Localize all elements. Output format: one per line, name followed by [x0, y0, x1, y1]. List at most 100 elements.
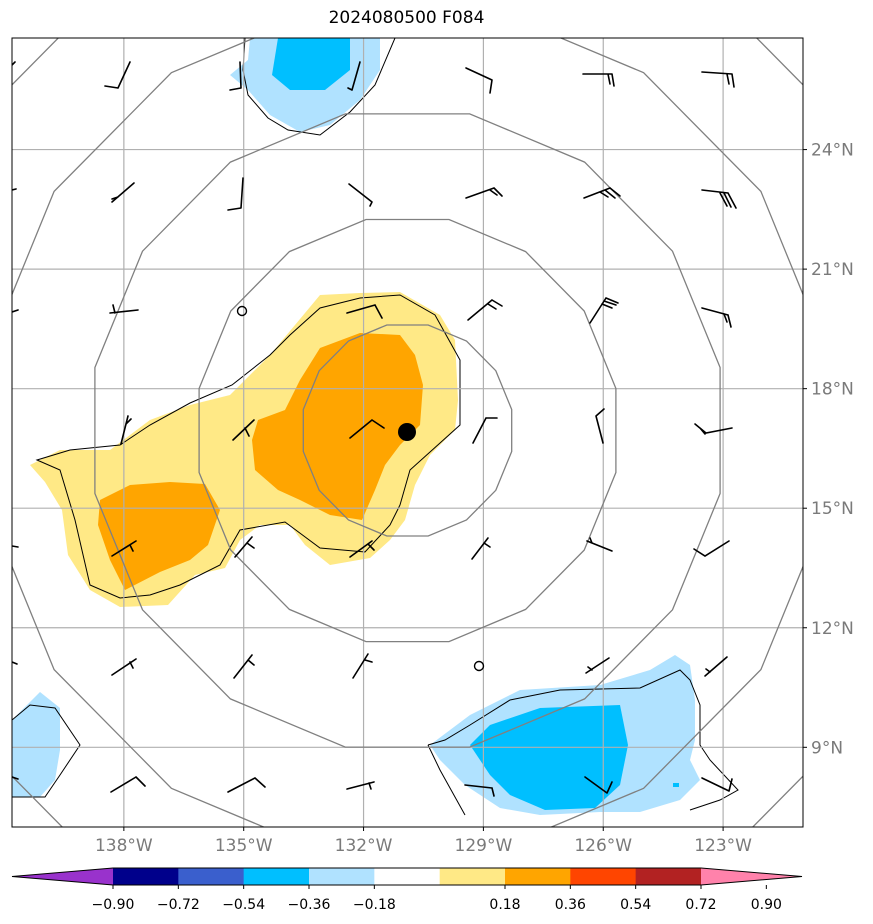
- colorbar-extend-low: [12, 868, 113, 885]
- wind-barb: [227, 777, 266, 793]
- colorbar-segment: [570, 868, 637, 885]
- colorbar-tick-label: −0.90: [92, 897, 135, 913]
- lon-tick-label: 129°W: [455, 836, 513, 856]
- wind-barb: [465, 67, 493, 94]
- colorbar-tick-label: 0.90: [751, 897, 782, 913]
- contour-lines: [12, 38, 739, 816]
- contour-center: [35, 294, 461, 599]
- wind-calm-marker: [236, 305, 248, 317]
- wind-barb: [233, 654, 255, 679]
- negative-mid-top: [272, 38, 350, 90]
- wind-barb: [586, 537, 613, 552]
- wind-barb: [472, 417, 498, 444]
- contour-bottom-right: [427, 669, 739, 811]
- range-ring: [198, 218, 617, 643]
- wind-barb: [701, 71, 735, 88]
- colorbar-tick-label: −0.54: [222, 897, 265, 913]
- lon-tick-label: 135°W: [215, 836, 273, 856]
- wind-barb: [582, 73, 615, 87]
- colorbar-segment: [635, 868, 702, 885]
- shaded-anomaly-fields: [12, 38, 700, 815]
- contour-bottom-left: [12, 704, 81, 798]
- negative-mid-bottom-right: [470, 705, 628, 810]
- colorbar-segment: [309, 868, 375, 885]
- wind-barb: [589, 297, 619, 324]
- wind-barb: [12, 661, 18, 665]
- colorbar-tick-label: 0.72: [685, 897, 716, 913]
- range-ring: [302, 324, 513, 537]
- lon-tick-label: 132°W: [335, 836, 393, 856]
- wind-calm-marker: [473, 660, 485, 672]
- colorbar-segment: [505, 868, 571, 885]
- colorbar-tick-label: −0.36: [288, 897, 331, 913]
- longitude-axis: 138°W 135°W 132°W 129°W 126°W 123°W: [95, 827, 752, 856]
- range-ring: [12, 38, 803, 827]
- colorbar-tick-label: −0.72: [157, 897, 200, 913]
- wind-barb: [12, 776, 19, 780]
- lon-tick-label: 123°W: [694, 836, 752, 856]
- lat-tick-label: 9°N: [811, 738, 843, 758]
- storm-center-marker: [398, 423, 416, 441]
- wind-barb: [12, 309, 19, 313]
- map-title: 2024080500 F084: [328, 8, 485, 28]
- wind-barb: [227, 177, 244, 211]
- wind-barb: [104, 61, 131, 89]
- colorbar-segment: [243, 868, 310, 885]
- lat-tick-label: 15°N: [811, 499, 854, 519]
- wind-barb: [109, 304, 139, 314]
- wind-barb: [701, 307, 732, 328]
- wind-barb: [704, 656, 728, 677]
- wind-barb: [471, 537, 491, 560]
- latitude-axis: 24°N 21°N 18°N 15°N 12°N 9°N: [803, 141, 854, 758]
- colorbar-tick-label: −0.18: [353, 897, 396, 913]
- wind-barb: [111, 658, 137, 676]
- lat-tick-label: 21°N: [811, 260, 854, 280]
- wind-barb: [12, 188, 17, 191]
- positive-mid-west: [98, 482, 220, 590]
- negative-light-bottom-left: [12, 692, 60, 797]
- colorbar-extend-high: [701, 868, 802, 885]
- plot-frame: [11, 37, 804, 828]
- colorbar-tick-label: 0.54: [620, 897, 651, 913]
- wind-barb: [111, 182, 135, 203]
- wind-barb: [111, 540, 137, 557]
- wind-barb: [346, 781, 375, 790]
- wind-barb: [120, 415, 132, 445]
- wind-barb: [701, 777, 733, 792]
- wind-barb: [234, 536, 255, 558]
- lon-tick-label: 138°W: [95, 836, 153, 856]
- wind-barb: [584, 776, 613, 794]
- wind-barb: [585, 657, 610, 674]
- contour-top: [242, 38, 396, 136]
- positive-mid-center: [252, 333, 423, 520]
- colorbar-segment: [439, 868, 506, 885]
- lat-tick-label: 18°N: [811, 380, 854, 400]
- colorbar-tick-label: 0.36: [555, 897, 586, 913]
- wind-barb: [583, 187, 621, 199]
- colorbar-segment: [178, 868, 245, 885]
- wind-barb: [464, 784, 495, 797]
- negative-tiny-spot: [673, 783, 679, 787]
- colorbar-segment: [374, 868, 441, 885]
- wind-barb: [346, 304, 383, 319]
- wind-barbs: [12, 61, 737, 797]
- wind-barb: [701, 189, 737, 209]
- contour-bottom-right-2: [427, 744, 466, 816]
- wind-barb: [595, 408, 605, 444]
- wind-barb: [694, 423, 733, 435]
- wind-barb: [347, 61, 361, 91]
- wind-barb: [467, 299, 503, 321]
- wind-barb: [349, 419, 385, 439]
- lat-tick-label: 12°N: [811, 619, 854, 639]
- lat-tick-label: 24°N: [811, 141, 854, 161]
- colorbar: −0.90 −0.72 −0.54 −0.36 −0.18 0.18 0.36 0.54 0.7…: [11, 867, 803, 913]
- wind-barb: [349, 540, 375, 558]
- lon-tick-label: 126°W: [574, 836, 632, 856]
- wind-barb: [465, 187, 503, 199]
- wind-barb: [348, 183, 373, 207]
- wind-barb: [229, 61, 242, 91]
- wind-barb: [12, 545, 19, 548]
- colorbar-tick-label: 0.18: [489, 897, 520, 913]
